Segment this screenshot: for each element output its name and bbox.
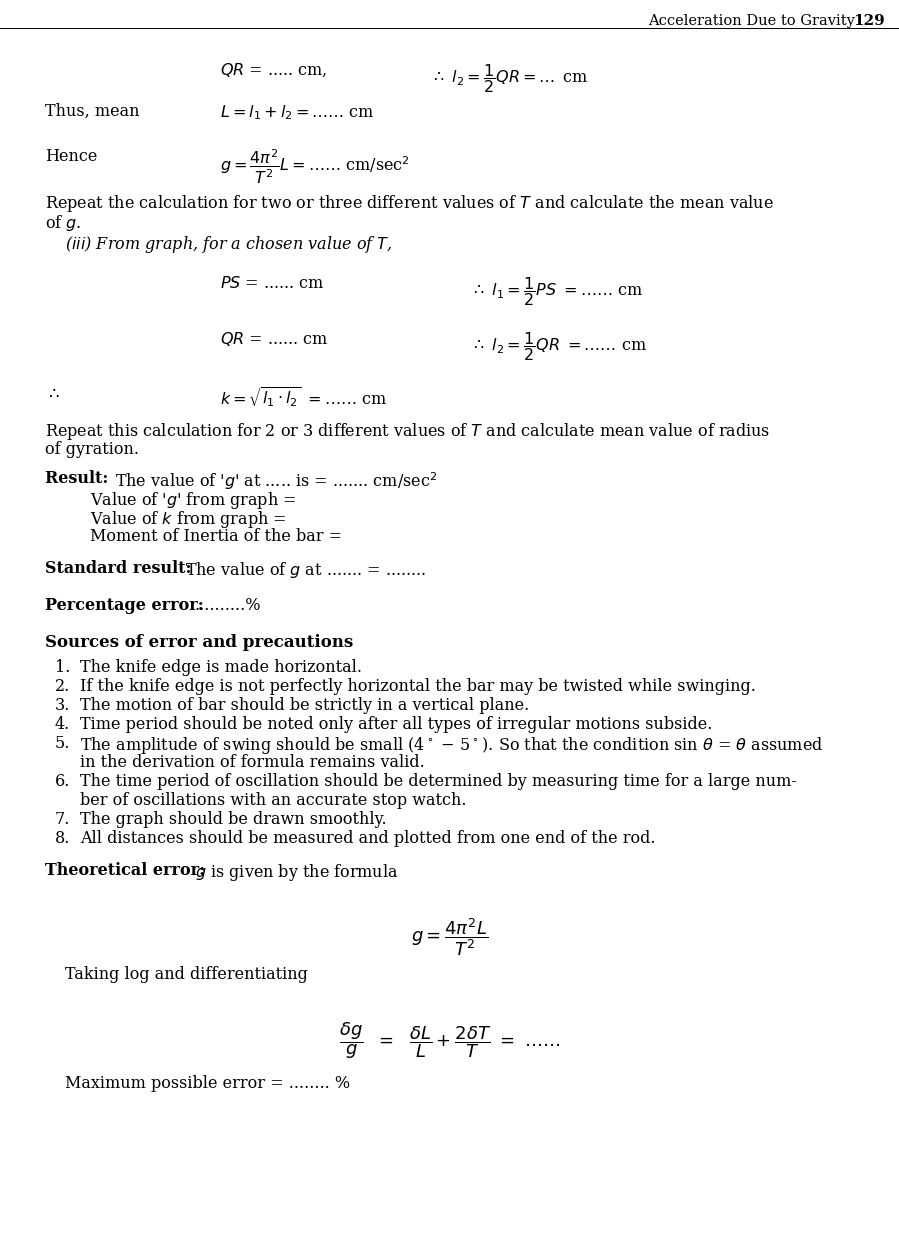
Text: of $g$.: of $g$. [45,213,82,233]
Text: Time period should be noted only after all types of irregular motions subside.: Time period should be noted only after a… [80,716,712,733]
Text: $g$ is given by the formula: $g$ is given by the formula [195,863,398,884]
Text: Thus, mean: Thus, mean [45,102,139,120]
Text: $L = l_1 + l_2 = \ldots\ldots$ cm: $L = l_1 + l_2 = \ldots\ldots$ cm [220,102,375,122]
Text: $\therefore$: $\therefore$ [45,385,59,402]
Text: The motion of bar should be strictly in a vertical plane.: The motion of bar should be strictly in … [80,697,530,714]
Text: 1.: 1. [55,659,70,676]
Text: Acceleration Due to Gravity: Acceleration Due to Gravity [648,14,855,28]
Text: 2.: 2. [55,677,70,695]
Text: The graph should be drawn smoothly.: The graph should be drawn smoothly. [80,811,387,828]
Text: $QR$ = ..... cm,: $QR$ = ..... cm, [220,62,327,79]
Text: $PS$ = ...... cm: $PS$ = ...... cm [220,275,325,292]
Text: Theoretical error:: Theoretical error: [45,863,210,879]
Text: 3.: 3. [55,697,70,714]
Text: $\dfrac{\delta g}{g}\ \ =\ \ \dfrac{\delta L}{L} + \dfrac{2\delta T}{T}\ =\ \ldo: $\dfrac{\delta g}{g}\ \ =\ \ \dfrac{\del… [340,1021,561,1061]
Text: Taking log and differentiating: Taking log and differentiating [65,966,307,983]
Text: 129: 129 [853,14,885,28]
Text: Repeat this calculation for 2 or 3 different values of $T$ and calculate mean va: Repeat this calculation for 2 or 3 diffe… [45,421,770,442]
Text: Repeat the calculation for two or three different values of $T$ and calculate th: Repeat the calculation for two or three … [45,193,774,213]
Text: 6.: 6. [55,772,70,790]
Text: The value of $g$ at ....... = ........: The value of $g$ at ....... = ........ [185,560,426,580]
Text: $QR$ = ...... cm: $QR$ = ...... cm [220,329,329,348]
Text: The amplitude of swing should be small (4$^\circ$ $-$ 5$^\circ$). So that the co: The amplitude of swing should be small (… [80,735,823,756]
Text: The value of '$g$' at ..... is = ....... cm/sec$^2$: The value of '$g$' at ..... is = .......… [115,470,437,491]
Text: The knife edge is made horizontal.: The knife edge is made horizontal. [80,659,362,676]
Text: $g = \dfrac{4\pi^2}{T^2}L = \ldots\ldots$ cm/sec$^2$: $g = \dfrac{4\pi^2}{T^2}L = \ldots\ldots… [220,148,410,186]
Text: Value of $k$ from graph =: Value of $k$ from graph = [90,508,287,529]
Text: If the knife edge is not perfectly horizontal the bar may be twisted while swing: If the knife edge is not perfectly horiz… [80,677,756,695]
Text: Sources of error and precautions: Sources of error and precautions [45,634,353,652]
Text: Hence: Hence [45,148,97,165]
Text: All distances should be measured and plotted from one end of the rod.: All distances should be measured and plo… [80,830,655,847]
Text: ..........%: ..........% [195,597,262,615]
Text: Standard result:: Standard result: [45,560,197,578]
Text: Percentage error:: Percentage error: [45,597,209,615]
Text: 5.: 5. [55,735,70,752]
Text: of gyration.: of gyration. [45,441,139,458]
Text: 7.: 7. [55,811,70,828]
Text: ber of oscillations with an accurate stop watch.: ber of oscillations with an accurate sto… [80,792,467,810]
Text: The time period of oscillation should be determined by measuring time for a larg: The time period of oscillation should be… [80,772,797,790]
Text: $k = \sqrt{l_1 \cdot l_2}\ = \ldots\ldots$ cm: $k = \sqrt{l_1 \cdot l_2}\ = \ldots\ldot… [220,385,387,408]
Text: $\therefore\ l_2 = \dfrac{1}{2}QR = \ldots\,$ cm: $\therefore\ l_2 = \dfrac{1}{2}QR = \ldo… [430,62,588,95]
Text: Moment of Inertia of the bar =: Moment of Inertia of the bar = [90,528,343,545]
Text: $\therefore\ l_2 = \dfrac{1}{2}QR\ = \ldots\ldots$ cm: $\therefore\ l_2 = \dfrac{1}{2}QR\ = \ld… [470,329,647,363]
Text: Maximum possible error = ........ %: Maximum possible error = ........ % [65,1075,350,1092]
Text: $\therefore\ l_1 = \dfrac{1}{2}PS\ = \ldots\ldots$ cm: $\therefore\ l_1 = \dfrac{1}{2}PS\ = \ld… [470,275,643,308]
Text: ($iii$) From graph, for a chosen value of $T$,: ($iii$) From graph, for a chosen value o… [65,234,393,255]
Text: in the derivation of formula remains valid.: in the derivation of formula remains val… [80,754,424,771]
Text: 4.: 4. [55,716,70,733]
Text: Value of '$g$' from graph =: Value of '$g$' from graph = [90,490,296,511]
Text: $g = \dfrac{4\pi^2 L}{T^2}$: $g = \dfrac{4\pi^2 L}{T^2}$ [412,916,488,958]
Text: Result:: Result: [45,470,114,487]
Text: 8.: 8. [55,830,70,847]
